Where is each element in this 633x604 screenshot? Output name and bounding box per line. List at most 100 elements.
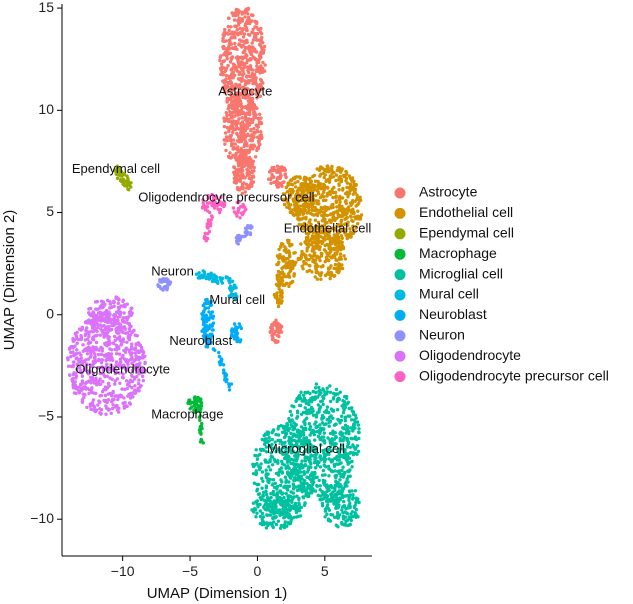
cell-point (280, 165, 284, 169)
cell-point (329, 484, 333, 488)
cell-point (80, 387, 85, 391)
cell-point (126, 334, 130, 338)
legend-label: Neuron (419, 327, 465, 343)
cell-point (299, 227, 303, 231)
cell-point (326, 170, 331, 174)
cell-point (301, 267, 305, 271)
cell-point (346, 195, 350, 199)
cell-point (202, 236, 206, 240)
cell-point (263, 439, 268, 443)
cell-point (347, 498, 351, 503)
cell-point (230, 334, 234, 338)
cell-point (98, 382, 102, 386)
cell-point (292, 207, 297, 211)
cell-point (247, 70, 251, 75)
cell-point (98, 407, 102, 411)
cell-point (301, 393, 306, 397)
cell-point (295, 478, 300, 482)
cell-point (260, 517, 264, 522)
cell-point (316, 270, 320, 275)
cell-point (317, 430, 321, 434)
cell-point (332, 437, 337, 441)
cell-point (257, 141, 261, 146)
cell-point (230, 279, 235, 283)
cell-point (256, 492, 261, 496)
cell-point (328, 431, 333, 436)
cell-point (303, 418, 307, 422)
cell-point (249, 180, 253, 185)
cell-point (343, 423, 348, 427)
cell-point (129, 357, 133, 362)
cell-point (218, 210, 222, 215)
cell-point (238, 93, 242, 97)
cell-point (246, 7, 250, 11)
cell-point (306, 182, 310, 187)
cell-point (105, 313, 109, 317)
cell-point (95, 329, 99, 333)
cell-point (229, 25, 233, 29)
cell-point (280, 289, 284, 293)
cell-point (269, 451, 273, 455)
cell-point (347, 515, 351, 519)
cell-point (94, 378, 99, 383)
cell-point (121, 372, 125, 376)
cell-point (232, 46, 236, 51)
cell-point (193, 410, 197, 414)
cell-point (105, 400, 109, 405)
cell-point (238, 20, 242, 24)
cell-point (80, 379, 85, 383)
cell-point (303, 479, 307, 483)
cell-point (344, 171, 349, 175)
cell-point (210, 279, 215, 284)
cell-point (223, 70, 227, 74)
cell-point (236, 33, 240, 37)
cell-point (315, 463, 320, 467)
cell-point (258, 52, 262, 56)
cell-point (98, 333, 103, 337)
cell-point (114, 172, 119, 176)
cell-point (317, 478, 321, 483)
cell-point (312, 173, 317, 178)
cell-point (211, 314, 216, 318)
cell-point (336, 398, 340, 402)
cell-point (278, 439, 283, 444)
cell-point (308, 226, 313, 230)
cell-point (288, 260, 292, 264)
cell-point (236, 18, 240, 23)
cell-point (345, 185, 349, 190)
cell-point (344, 191, 348, 196)
cell-point (110, 327, 114, 332)
cell-point (349, 235, 353, 239)
cell-point (250, 120, 255, 125)
cell-point (325, 503, 330, 507)
cell-point (99, 361, 104, 365)
cell-point (291, 434, 295, 438)
cell-point (259, 120, 263, 125)
cell-point (118, 362, 122, 366)
cell-point (354, 183, 358, 187)
cell-point (231, 206, 236, 210)
cell-point (242, 63, 247, 67)
cell-point (276, 304, 281, 309)
cell-point (212, 206, 217, 210)
cell-point (310, 205, 315, 209)
cell-point (296, 256, 301, 261)
cell-point (298, 514, 303, 518)
cell-point (310, 194, 315, 198)
cell-point (98, 314, 102, 319)
cell-point (88, 348, 93, 352)
cell-point (285, 190, 290, 194)
cell-point (314, 456, 318, 460)
cell-point (295, 409, 300, 413)
cell-point (300, 459, 304, 463)
cell-point (94, 408, 99, 412)
cell-point (342, 499, 346, 504)
cell-point (321, 198, 326, 203)
cell-point (308, 487, 312, 491)
cell-point (227, 129, 231, 134)
cell-point (276, 329, 280, 333)
legend-label: Macrophage (419, 245, 497, 261)
cell-point (320, 421, 325, 425)
cell-point (326, 517, 331, 521)
cell-point (255, 106, 259, 111)
